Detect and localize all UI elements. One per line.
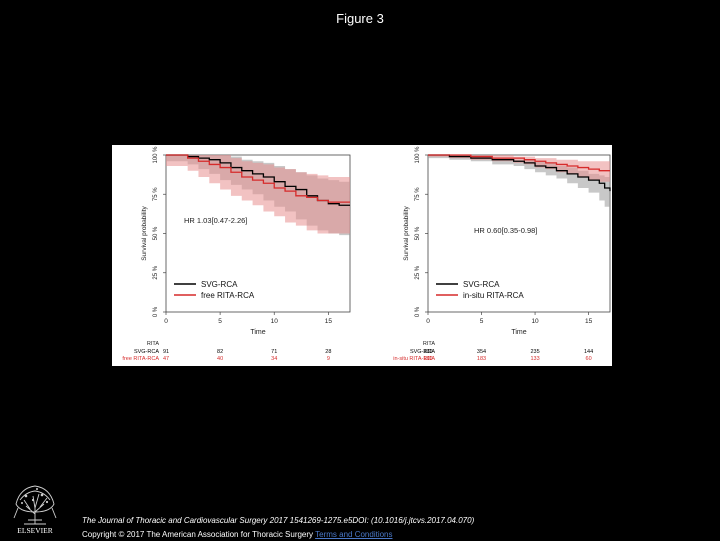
legend-label-0: SVG-RCA [201,280,238,289]
legend-label-1: free RITA-RCA [201,291,255,300]
risk-table-count: 336 [423,349,432,355]
survival-figure: 0 % 25 % 50 % 75 % 100 % Survival probability… [112,145,612,366]
risk-table-count: 354 [477,349,486,355]
risk-table-label-0: SVG-RCA [410,349,435,355]
x-tick-label: 0 [426,318,430,325]
risk-table-label-0: SVG-RCA [134,349,159,355]
x-tick-label: 0 [164,318,168,325]
x-tick-label: 10 [531,318,539,325]
y-tick-label: 75 % [153,187,159,201]
risk-table-count: 183 [477,356,486,362]
terms-link[interactable]: Terms and Conditions [315,530,393,539]
x-axis-label: Time [250,329,265,336]
risk-table-label-1: free RITA-RCA [122,356,159,362]
survival-line-1 [166,154,350,203]
y-axis-label: Survival probability [403,205,410,260]
hazard-ratio-annotation: HR 0.60[0.35-0.98] [474,226,537,235]
survival-line-1 [428,154,610,172]
y-tick-label: 50 % [415,226,421,240]
x-tick-label: 10 [271,318,279,325]
y-tick-label: 100 % [153,146,159,164]
y-axis-label: Survival probability [141,205,148,260]
confidence-band-1 [428,155,610,182]
y-tick-label: 100 % [415,146,421,164]
risk-table-count: 71 [271,349,277,355]
legend-box [432,276,532,302]
citation-text: The Journal of Thoracic and Cardiovascul… [82,516,475,525]
risk-table-count: 235 [530,349,539,355]
risk-table-count: 91 [163,349,169,355]
risk-table-count: 47 [163,356,169,362]
confidence-band-1 [166,155,350,234]
risk-table-count: 34 [271,356,277,362]
elsevier-logo: ELSEVIER [6,478,64,536]
hazard-ratio-annotation: HR 1.03[0.47-2.26] [184,216,247,225]
risk-table-count: 40 [217,356,223,362]
y-tick-label: 0 % [415,306,421,317]
y-tick-label: 25 % [415,265,421,279]
x-tick-label: 5 [480,318,484,325]
copyright-text: Copyright © 2017 The American Associatio… [82,530,314,539]
y-tick-label: 75 % [415,187,421,201]
risk-table-label-1: in-situ RITA-RCA [393,356,435,362]
y-tick-label: 25 % [153,265,159,279]
risk-table-count: 82 [217,349,223,355]
y-tick-label: 0 % [153,306,159,317]
legend-box [170,276,270,302]
y-tick-label: 50 % [153,226,159,240]
risk-table-count: 60 [586,356,592,362]
x-tick-label: 5 [218,318,222,325]
risk-table-count: 28 [325,349,331,355]
x-tick-label: 15 [585,318,593,325]
risk-table-count: 144 [584,349,593,355]
x-tick-label: 15 [325,318,333,325]
risk-table-count: 133 [530,356,539,362]
risk-table-count: 196 [423,356,432,362]
risk-table-header: RITA [147,341,159,347]
risk-table-header: RITA [423,341,435,347]
figure-title: Figure 3 [336,11,384,26]
risk-table-count: 9 [327,356,330,362]
copyright-line: Copyright © 2017 The American Associatio… [82,530,393,539]
survival-line-0 [428,154,611,192]
legend-label-0: SVG-RCA [463,280,500,289]
x-axis-label: Time [511,329,526,336]
legend-label-1: in-situ RITA-RCA [463,291,524,300]
km-charts: 0 %25 %50 %75 %100 %Survival probability… [122,146,611,362]
publisher-name: ELSEVIER [17,526,52,535]
